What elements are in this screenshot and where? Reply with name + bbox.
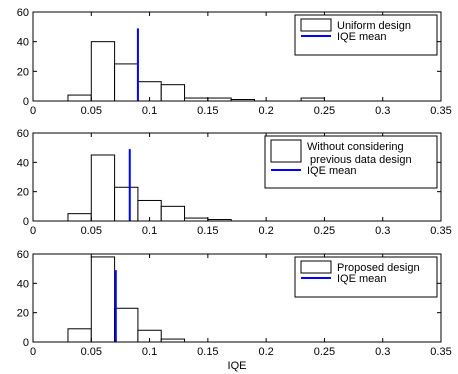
histogram-bar bbox=[114, 307, 139, 343]
legend-label-mean: IQE mean bbox=[337, 31, 387, 43]
y-tick-label: 20 bbox=[17, 308, 29, 320]
legend-label-mean: IQE mean bbox=[337, 273, 387, 285]
x-tick-label: 0.05 bbox=[81, 346, 102, 358]
legend-label-histogram: Uniform design bbox=[337, 20, 411, 32]
x-tick-label: 0.05 bbox=[81, 105, 102, 117]
legend-bar-swatch bbox=[300, 260, 332, 274]
legend-label-histogram: Without considering previous data design bbox=[307, 141, 412, 166]
x-tick-label: 0.1 bbox=[142, 346, 157, 358]
y-tick-label: 20 bbox=[17, 66, 29, 78]
x-tick-label: 0.3 bbox=[375, 105, 390, 117]
y-tick-label: 0 bbox=[23, 96, 29, 108]
x-tick-label: 0.1 bbox=[142, 225, 157, 237]
x-tick-label: 0.25 bbox=[314, 225, 335, 237]
histogram-bar bbox=[90, 256, 116, 343]
subplot-3: 0 0.05 0.1 0.15 0.2 0.25 0.3 0.35 0 20 40 60 Propose… bbox=[17, 249, 452, 372]
histogram-bar bbox=[90, 154, 116, 222]
axes-box bbox=[32, 11, 442, 102]
histogram-bar bbox=[114, 186, 139, 222]
y-tick-label: 40 bbox=[17, 37, 29, 49]
x-tick-label: 0.2 bbox=[258, 346, 273, 358]
y-tick-label: 20 bbox=[17, 187, 29, 199]
legend-bar-swatch bbox=[300, 18, 332, 32]
x-tick-label: 0.1 bbox=[142, 105, 157, 117]
legend-bar-swatch bbox=[270, 139, 302, 163]
y-tick-label: 0 bbox=[23, 216, 29, 228]
x-tick-label: 0.3 bbox=[375, 346, 390, 358]
histogram-bar bbox=[67, 328, 92, 343]
x-tick-label: 0.2 bbox=[258, 105, 273, 117]
histogram-bar bbox=[160, 205, 186, 222]
x-tick-label: 0.25 bbox=[314, 105, 335, 117]
legend-label-line: previous data design bbox=[307, 154, 412, 166]
legend-label-line: Uniform design bbox=[337, 20, 411, 32]
x-tick-label: 0.15 bbox=[197, 346, 218, 358]
legend-label-line: Without considering bbox=[307, 141, 404, 153]
x-tick-label: 0 bbox=[30, 346, 36, 358]
x-tick-label: 0.25 bbox=[314, 346, 335, 358]
legend-label-histogram: Proposed design bbox=[337, 262, 420, 274]
y-tick-label: 60 bbox=[17, 249, 29, 261]
axes-box bbox=[32, 253, 442, 343]
histogram-bar bbox=[90, 41, 116, 102]
histogram-bar bbox=[114, 63, 139, 102]
histogram-bar bbox=[67, 213, 92, 222]
x-tick-label: 0.15 bbox=[197, 105, 218, 117]
x-tick-label: 0 bbox=[30, 105, 36, 117]
x-tick-label: 0.2 bbox=[258, 225, 273, 237]
subplot-1: 0 0.05 0.1 0.15 0.2 0.25 0.3 0.35 0 20 40 60 Uniform… bbox=[17, 7, 452, 117]
x-tick-label: 0.15 bbox=[197, 225, 218, 237]
subplot-2: 0 0.05 0.1 0.15 0.2 0.25 0.3 0.35 0 20 40 60 Without… bbox=[17, 128, 452, 237]
y-tick-label: 40 bbox=[17, 278, 29, 290]
x-tick-label: 0.35 bbox=[430, 225, 451, 237]
x-tick-label: 0.35 bbox=[430, 346, 451, 358]
x-tick-label: 0.05 bbox=[81, 225, 102, 237]
legend: Without considering previous data design… bbox=[264, 135, 438, 189]
histogram-bar bbox=[160, 84, 186, 102]
x-axis-label: IQE bbox=[228, 360, 247, 372]
x-tick-label: 0.3 bbox=[375, 225, 390, 237]
y-tick-label: 60 bbox=[17, 128, 29, 140]
y-tick-label: 0 bbox=[23, 337, 29, 349]
x-tick-label: 0.35 bbox=[430, 105, 451, 117]
x-tick-label: 0 bbox=[30, 225, 36, 237]
y-tick-label: 40 bbox=[17, 157, 29, 169]
legend-label-mean: IQE mean bbox=[307, 165, 357, 177]
y-tick-label: 60 bbox=[17, 7, 29, 19]
axes-box bbox=[32, 132, 442, 222]
legend-label-line: Proposed design bbox=[337, 262, 420, 274]
histogram-bar bbox=[67, 94, 92, 102]
